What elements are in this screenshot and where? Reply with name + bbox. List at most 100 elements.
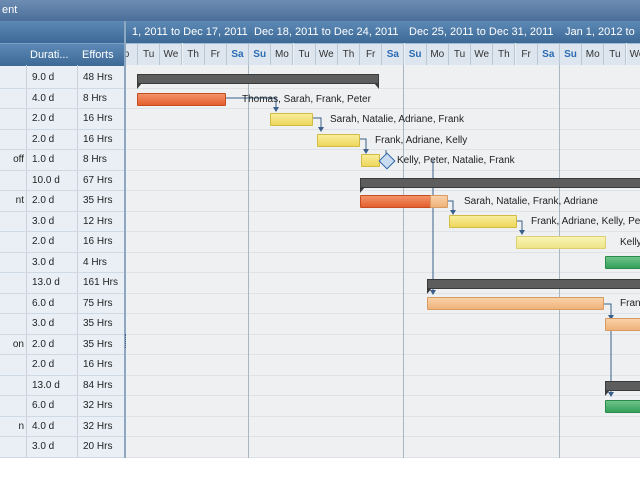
- task-row[interactable]: n 4.0 d 32 Hrs: [0, 416, 124, 437]
- summary-bar[interactable]: [427, 279, 640, 294]
- task-efforts: 84 Hrs: [83, 379, 113, 391]
- timeline-row-line: [126, 395, 640, 396]
- task-row[interactable]: 13.0 d 161 Hrs: [0, 272, 124, 294]
- summary-bar[interactable]: [137, 74, 379, 89]
- task-duration: 3.0 d: [32, 318, 55, 329]
- task-row[interactable]: 2.0 d 16 Hrs: [0, 231, 124, 253]
- timeline-row-line: [126, 374, 640, 376]
- timeline-row-line: [126, 190, 640, 191]
- task-row[interactable]: 2.0 d 16 Hrs: [0, 108, 124, 130]
- task-row[interactable]: 10.0 d 67 Hrs: [0, 170, 124, 191]
- task-bar[interactable]: [317, 134, 360, 147]
- day-header: Su: [404, 43, 427, 65]
- day-header: Fr: [360, 43, 383, 65]
- task-bar[interactable]: [605, 256, 640, 269]
- resource-label: Fran: [620, 298, 640, 309]
- arrow-head-icon: [273, 107, 279, 112]
- connector-line: [224, 97, 277, 108]
- day-header: Th: [182, 43, 205, 65]
- task-duration: 2.0 d: [32, 359, 55, 370]
- timeline-row-line: [126, 456, 640, 458]
- task-row[interactable]: 6.0 d 75 Hrs: [0, 293, 124, 314]
- arrow-head-icon: [608, 315, 614, 320]
- splitter-grip-icon[interactable]: [125, 334, 128, 348]
- resource-label: Frank, Adriane, Kelly: [375, 135, 468, 146]
- timeline-row-line: [126, 313, 640, 314]
- week-label: Dec 18, 2011 to Dec 24, 2011: [254, 26, 399, 38]
- arrow-head-icon: [318, 127, 324, 132]
- task-efforts: 20 Hrs: [83, 441, 113, 452]
- task-bar[interactable]: [605, 400, 640, 413]
- task-row[interactable]: 3.0 d 35 Hrs: [0, 313, 124, 335]
- week-header: Dec 25, 2011 to Dec 31, 2011: [403, 21, 560, 43]
- task-row[interactable]: 9.0 d 48 Hrs: [0, 67, 124, 89]
- timeline-row-line: [126, 436, 640, 437]
- week-header: 1, 2011 to Dec 17, 2011: [126, 21, 249, 43]
- day-header: Sa: [382, 43, 405, 65]
- week-divider: [403, 65, 404, 458]
- arrow-head-icon: [363, 149, 369, 154]
- task-row[interactable]: 4.0 d 8 Hrs: [0, 88, 124, 109]
- connector-line: [311, 117, 322, 128]
- day-header: Th: [338, 43, 360, 65]
- task-row[interactable]: nt 2.0 d 35 Hrs: [0, 190, 124, 212]
- day-header: Tu: [138, 43, 161, 65]
- task-row[interactable]: off 1.0 d 8 Hrs: [0, 149, 124, 171]
- task-efforts: 16 Hrs: [83, 133, 113, 145]
- timeline-row-line: [126, 149, 640, 150]
- task-row[interactable]: 2.0 d 16 Hrs: [0, 129, 124, 150]
- task-duration: 2.0 d: [32, 195, 55, 206]
- task-duration: 6.0 d: [32, 400, 55, 411]
- timeline-row-line: [126, 108, 640, 109]
- summary-bar[interactable]: [360, 178, 640, 193]
- task-row[interactable]: 13.0 d 84 Hrs: [0, 375, 124, 396]
- task-duration: 2.0 d: [32, 338, 55, 350]
- task-row[interactable]: 3.0 d 4 Hrs: [0, 252, 124, 273]
- task-efforts: 16 Hrs: [83, 113, 113, 124]
- task-efforts: 16 Hrs: [83, 236, 113, 247]
- week-header: Dec 18, 2011 to Dec 24, 2011: [248, 21, 404, 43]
- day-header: o: [126, 43, 138, 65]
- grid-splitter[interactable]: [124, 21, 126, 458]
- day-header: Mo: [582, 43, 605, 65]
- task-bar[interactable]: [360, 195, 432, 208]
- task-row[interactable]: 3.0 d 20 Hrs: [0, 436, 124, 458]
- task-bar[interactable]: [605, 318, 640, 331]
- gantt-timeline: 1, 2011 to Dec 17, 2011 Dec 18, 2011 to …: [126, 21, 640, 458]
- day-header: Sa: [227, 43, 249, 65]
- column-header-duration[interactable]: Durati...: [30, 49, 69, 61]
- task-bar-progress[interactable]: [430, 195, 448, 208]
- task-efforts: 4 Hrs: [83, 256, 107, 268]
- week-label: 1, 2011 to Dec 17, 2011: [132, 26, 248, 38]
- task-efforts: 8 Hrs: [83, 92, 107, 104]
- timeline-row-line: [126, 272, 640, 273]
- connector-line: [446, 200, 454, 211]
- task-row[interactable]: 3.0 d 12 Hrs: [0, 211, 124, 232]
- task-name: on: [12, 338, 24, 350]
- task-duration: 6.0 d: [32, 297, 55, 309]
- task-bar[interactable]: [449, 215, 517, 228]
- task-bar[interactable]: [427, 297, 604, 310]
- grid-column-divider[interactable]: [77, 65, 78, 458]
- day-header: Su: [560, 43, 582, 65]
- day-header: Tu: [293, 43, 316, 65]
- bottom-scroll-area[interactable]: [0, 458, 640, 480]
- task-efforts: 35 Hrs: [83, 338, 113, 350]
- task-bar[interactable]: [270, 113, 313, 126]
- summary-bar[interactable]: [605, 381, 640, 396]
- week-divider: [248, 65, 249, 458]
- task-duration: 3.0 d: [32, 441, 55, 452]
- timeline-row-line: [126, 354, 640, 355]
- task-duration: 3.0 d: [32, 256, 55, 268]
- column-header-efforts[interactable]: Efforts: [82, 49, 114, 61]
- grid-column-divider[interactable]: [26, 65, 27, 458]
- task-row[interactable]: 2.0 d 16 Hrs: [0, 354, 124, 376]
- day-header: Su: [249, 43, 272, 65]
- task-bar[interactable]: [516, 236, 606, 249]
- task-bar[interactable]: [137, 93, 226, 106]
- task-duration: 1.0 d: [32, 154, 55, 165]
- day-header: Fr: [515, 43, 538, 65]
- task-row[interactable]: on 2.0 d 35 Hrs: [0, 334, 124, 355]
- task-row[interactable]: 6.0 d 32 Hrs: [0, 395, 124, 417]
